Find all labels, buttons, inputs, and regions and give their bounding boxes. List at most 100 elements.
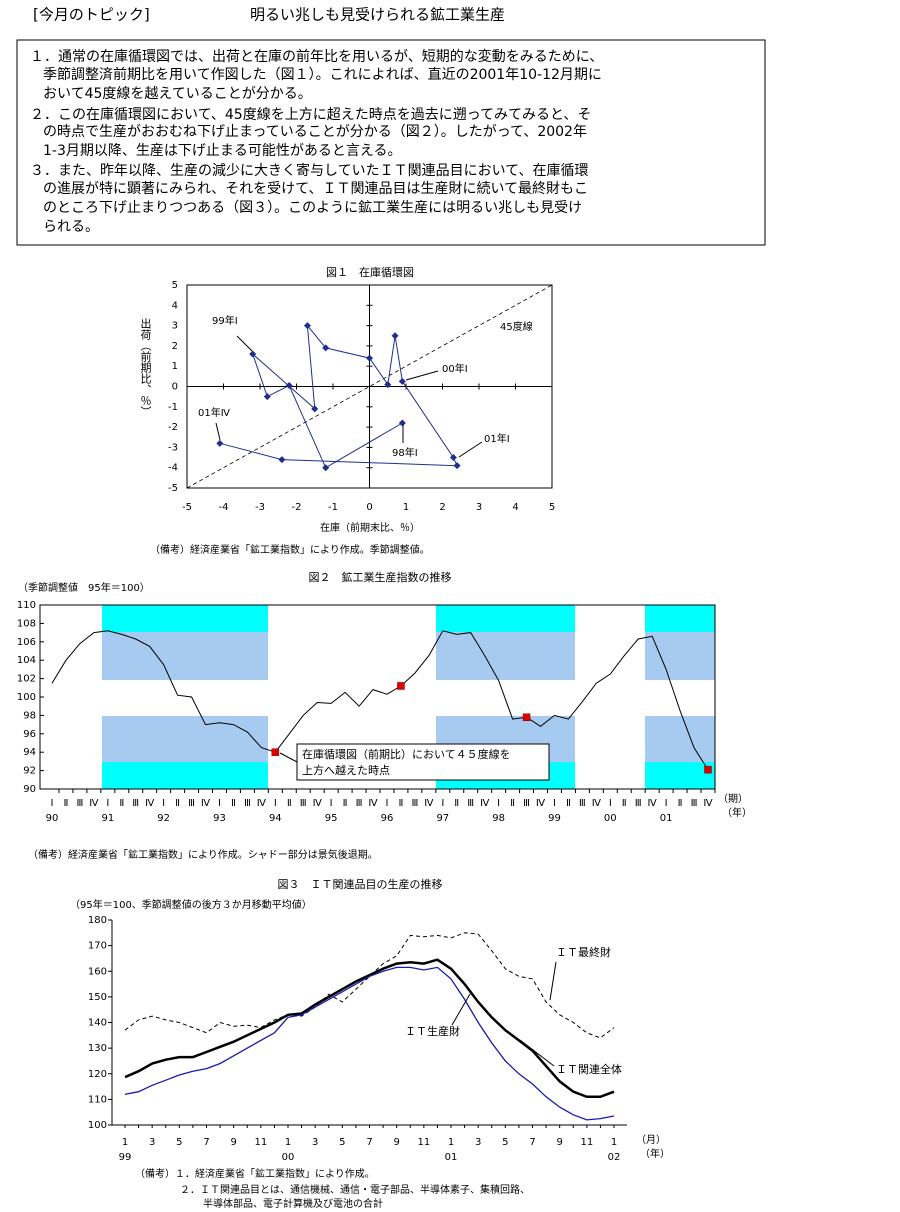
data-point <box>322 464 330 472</box>
x-tick-label: 0 <box>366 502 372 513</box>
year-label: 97 <box>436 813 449 824</box>
year-label: 02 <box>608 1152 621 1163</box>
annotation: 45度線 <box>500 320 533 333</box>
x-tick-label: Ⅱ <box>622 798 627 809</box>
x-tick-label: Ⅱ <box>510 798 515 809</box>
year-label: 95 <box>325 813 338 824</box>
x-tick-label: Ⅱ <box>566 798 571 809</box>
y-tick-label: 170 <box>88 941 107 952</box>
annotation-arrow <box>405 370 439 381</box>
series-line <box>124 958 615 1099</box>
annotation-arrow <box>215 422 221 441</box>
x-tick-label: 5 <box>549 502 555 513</box>
data-point <box>398 377 406 385</box>
x-tick-label: 5 <box>339 1137 345 1148</box>
year-label: 96 <box>381 813 394 824</box>
year-label: 00 <box>604 813 617 824</box>
y-tick-label: 150 <box>88 992 107 1003</box>
x-tick-label: 3 <box>476 502 482 513</box>
x-tick-label: Ⅰ <box>162 798 165 809</box>
year-label: 91 <box>101 813 114 824</box>
data-line <box>219 324 458 469</box>
x-tick-label: Ⅲ <box>244 798 251 809</box>
y-tick-label: 3 <box>172 321 178 332</box>
x-tick-label: -3 <box>255 502 265 513</box>
paragraph-line: １．通常の在庫循環図では、出荷と在庫の前年比を用いるが、短期的な変動をみるために… <box>30 48 603 65</box>
x-tick-label: 3 <box>475 1137 481 1148</box>
series-label-arrow <box>549 961 557 1001</box>
y-tick-label: 130 <box>88 1043 107 1054</box>
y-tick-label: 180 <box>88 915 107 926</box>
x-tick-label: Ⅲ <box>76 798 83 809</box>
x-tick-label: Ⅱ <box>175 798 180 809</box>
y-tick-label: 108 <box>17 618 36 629</box>
series-label: ＩＴ関連全体 <box>556 1062 622 1076</box>
y-tick-label: 100 <box>88 1120 107 1131</box>
x-tick-label: 5 <box>176 1137 182 1148</box>
data-point <box>278 456 286 464</box>
x-tick-label: Ⅱ <box>63 798 68 809</box>
x-tick-label: Ⅱ <box>678 798 683 809</box>
y-tick-label: 96 <box>23 729 36 740</box>
x-tick-label: Ⅰ <box>274 798 277 809</box>
y-tick-label: 5 <box>172 280 178 291</box>
x-tick-label: 9 <box>556 1137 562 1148</box>
annotation: 在庫循環図（前期比）において４５度線を <box>302 747 511 761</box>
x-tick-label: 7 <box>203 1137 209 1148</box>
data-point <box>391 332 399 340</box>
year-label: 90 <box>46 813 59 824</box>
x-tick-label: Ⅳ <box>201 798 211 809</box>
x-tick-label: 1 <box>611 1137 617 1148</box>
x-tick-label: Ⅱ <box>287 798 292 809</box>
recession-shade-inner <box>436 680 575 716</box>
x-tick-label: Ⅰ <box>330 798 333 809</box>
y-tick-label: 110 <box>88 1094 107 1105</box>
year-label: 94 <box>269 813 282 824</box>
data-point <box>263 393 271 401</box>
x-tick-label: Ⅲ <box>411 798 418 809</box>
y-tick-label: 106 <box>17 637 36 648</box>
data-point <box>398 419 406 427</box>
x-tick-label: Ⅲ <box>132 798 139 809</box>
y-tick-label: -1 <box>168 402 178 413</box>
paragraph-line: おいて45度線を越えていることが分かる。 <box>43 86 312 102</box>
x-tick-label: Ⅰ <box>51 798 54 809</box>
paragraph-line: ３．また、昨年以降、生産の減少に大きく寄与していたＩＴ関連品目において、在庫循環 <box>30 162 588 179</box>
page-title: 明るい兆しも見受けられる鉱工業生産 <box>250 6 505 24</box>
year-label: 01 <box>660 813 673 824</box>
x-tick-label: Ⅰ <box>441 798 444 809</box>
x-tick-label: Ⅰ <box>553 798 556 809</box>
chart-title: 図１ 在庫循環図 <box>326 265 414 279</box>
x-tick-label: 1 <box>448 1137 454 1148</box>
data-point <box>249 350 257 358</box>
paragraph-line: 季節調整済前期比を用いて作図した（図１）。これによれば、直近の2001年10-1… <box>43 66 602 83</box>
chart-title: 図３ ＩＴ関連品目の生産の推移 <box>278 877 443 891</box>
series-line <box>124 966 615 1121</box>
year-label: 00 <box>282 1152 295 1163</box>
x-tick-label: 7 <box>366 1137 372 1148</box>
x-tick-label: -1 <box>328 502 338 513</box>
x-unit-label: （期） <box>718 793 748 805</box>
x-tick-label: 1 <box>285 1137 291 1148</box>
series-label: ＩＴ生産財 <box>405 1024 460 1038</box>
annotation-box <box>296 743 550 781</box>
y-tick-label: 90 <box>23 784 36 795</box>
y-tick-label: -3 <box>168 442 178 453</box>
x-tick-label: Ⅲ <box>300 798 307 809</box>
x-tick-label: Ⅳ <box>648 798 658 809</box>
chart-title: 図２ 鉱工業生産指数の推移 <box>309 570 452 584</box>
series-label: ＩＴ最終財 <box>556 945 611 959</box>
highlight-point <box>271 748 280 756</box>
x-tick-label: 2 <box>439 502 445 513</box>
x-tick-label: Ⅳ <box>257 798 267 809</box>
x-tick-label: Ⅰ <box>609 798 612 809</box>
year-label: 99 <box>119 1152 132 1163</box>
data-point <box>303 322 311 330</box>
x-tick-label: -2 <box>292 502 302 513</box>
data-point <box>311 405 319 413</box>
paragraph-line: 1-3月期以降、生産は下げ止まる可能性があると言える。 <box>43 143 401 159</box>
x-tick-label: 4 <box>512 502 518 513</box>
highlight-point <box>397 682 405 690</box>
x-tick-label: Ⅲ <box>691 798 698 809</box>
